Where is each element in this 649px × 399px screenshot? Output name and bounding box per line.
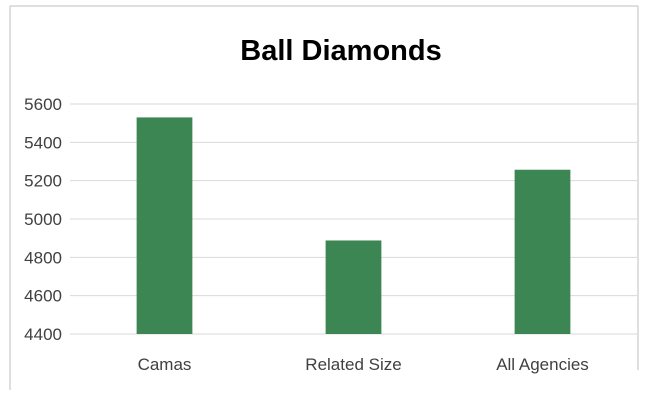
- y-tick-label: 4800: [24, 248, 62, 267]
- x-category-label: Camas: [138, 355, 192, 374]
- y-tick-label: 5000: [24, 210, 62, 229]
- y-tick-label: 5400: [24, 133, 62, 152]
- chart-title: Ball Diamonds: [240, 35, 441, 67]
- y-tick-label: 4600: [24, 287, 62, 306]
- bar: [325, 240, 382, 334]
- y-tick-label: 5200: [24, 172, 62, 191]
- x-category-label: Related Size: [305, 355, 401, 374]
- bar: [136, 117, 193, 335]
- bar: [514, 169, 571, 334]
- bars: [136, 117, 571, 335]
- x-category-label: All Agencies: [496, 355, 589, 374]
- x-axis-category-labels: Camas Related Size All Agencies: [138, 355, 589, 374]
- y-axis-tick-labels: 4400 4600 4800 5000 5200 5400 5600: [24, 95, 62, 344]
- y-tick-label: 4400: [24, 325, 62, 344]
- y-tick-label: 5600: [24, 95, 62, 114]
